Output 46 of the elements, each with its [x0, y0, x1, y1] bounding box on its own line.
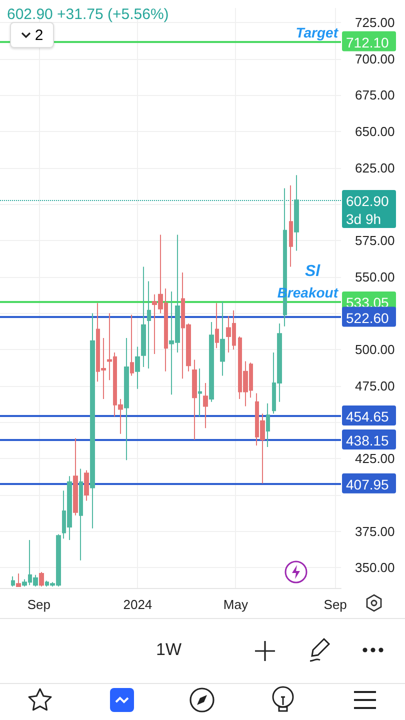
y-tick-label: 550.00 — [355, 269, 395, 284]
ref-line-label: 454.65 — [346, 408, 390, 425]
candlestick — [124, 337, 129, 461]
candlestick — [198, 368, 202, 417]
y-tick-label: 700.00 — [355, 51, 395, 66]
candlestick — [79, 468, 83, 561]
annotation: Target — [296, 24, 340, 40]
ref-line-label: 522.60 — [346, 310, 390, 326]
candlestick — [130, 314, 134, 376]
x-tick-label: Sep — [324, 597, 347, 612]
y-tick-label: 625.00 — [355, 160, 395, 176]
candlestick — [294, 174, 299, 252]
y-tick-label: 675.00 — [355, 88, 395, 103]
annotation: Sl — [305, 263, 320, 281]
x-tick-label: Sep — [27, 597, 50, 612]
candlestick — [90, 312, 95, 529]
y-tick-label: 350.00 — [355, 560, 395, 576]
y-tick-label: 475.00 — [355, 378, 395, 394]
chart-title: 602.90 +31.75 (+5.56%) — [7, 6, 169, 23]
candlestick — [141, 266, 146, 368]
candlestick — [289, 184, 293, 268]
y-tick-label: 500.00 — [355, 342, 395, 358]
annotation: 2 — [34, 26, 44, 44]
ref-line-label: 712.10 — [346, 34, 390, 50]
y-tick-label: 725.00 — [355, 15, 395, 30]
candlestick — [220, 301, 225, 376]
ref-line-label: 602.90 3d 9h — [346, 193, 390, 228]
y-tick-label: 375.00 — [355, 524, 395, 539]
candlestick — [73, 438, 78, 516]
candlestick — [147, 280, 151, 369]
candlestick — [203, 382, 208, 429]
candlestick — [266, 402, 270, 448]
ref-line-label: 407.95 — [346, 476, 390, 492]
candlestick — [192, 359, 197, 440]
x-tick-label: May — [223, 597, 248, 612]
candlestick — [135, 346, 140, 390]
candlestick — [209, 321, 214, 402]
y-tick-label: 650.00 — [355, 124, 395, 140]
candlestick — [215, 302, 219, 349]
ref-line-label: 438.15 — [346, 432, 390, 449]
y-tick-label: 425.00 — [355, 451, 395, 466]
candlestick — [16, 572, 21, 588]
y-tick-label: 575.00 — [355, 233, 395, 248]
text: 1W — [156, 640, 182, 660]
x-tick-label: 2024 — [123, 597, 152, 612]
candlestick — [84, 470, 89, 502]
